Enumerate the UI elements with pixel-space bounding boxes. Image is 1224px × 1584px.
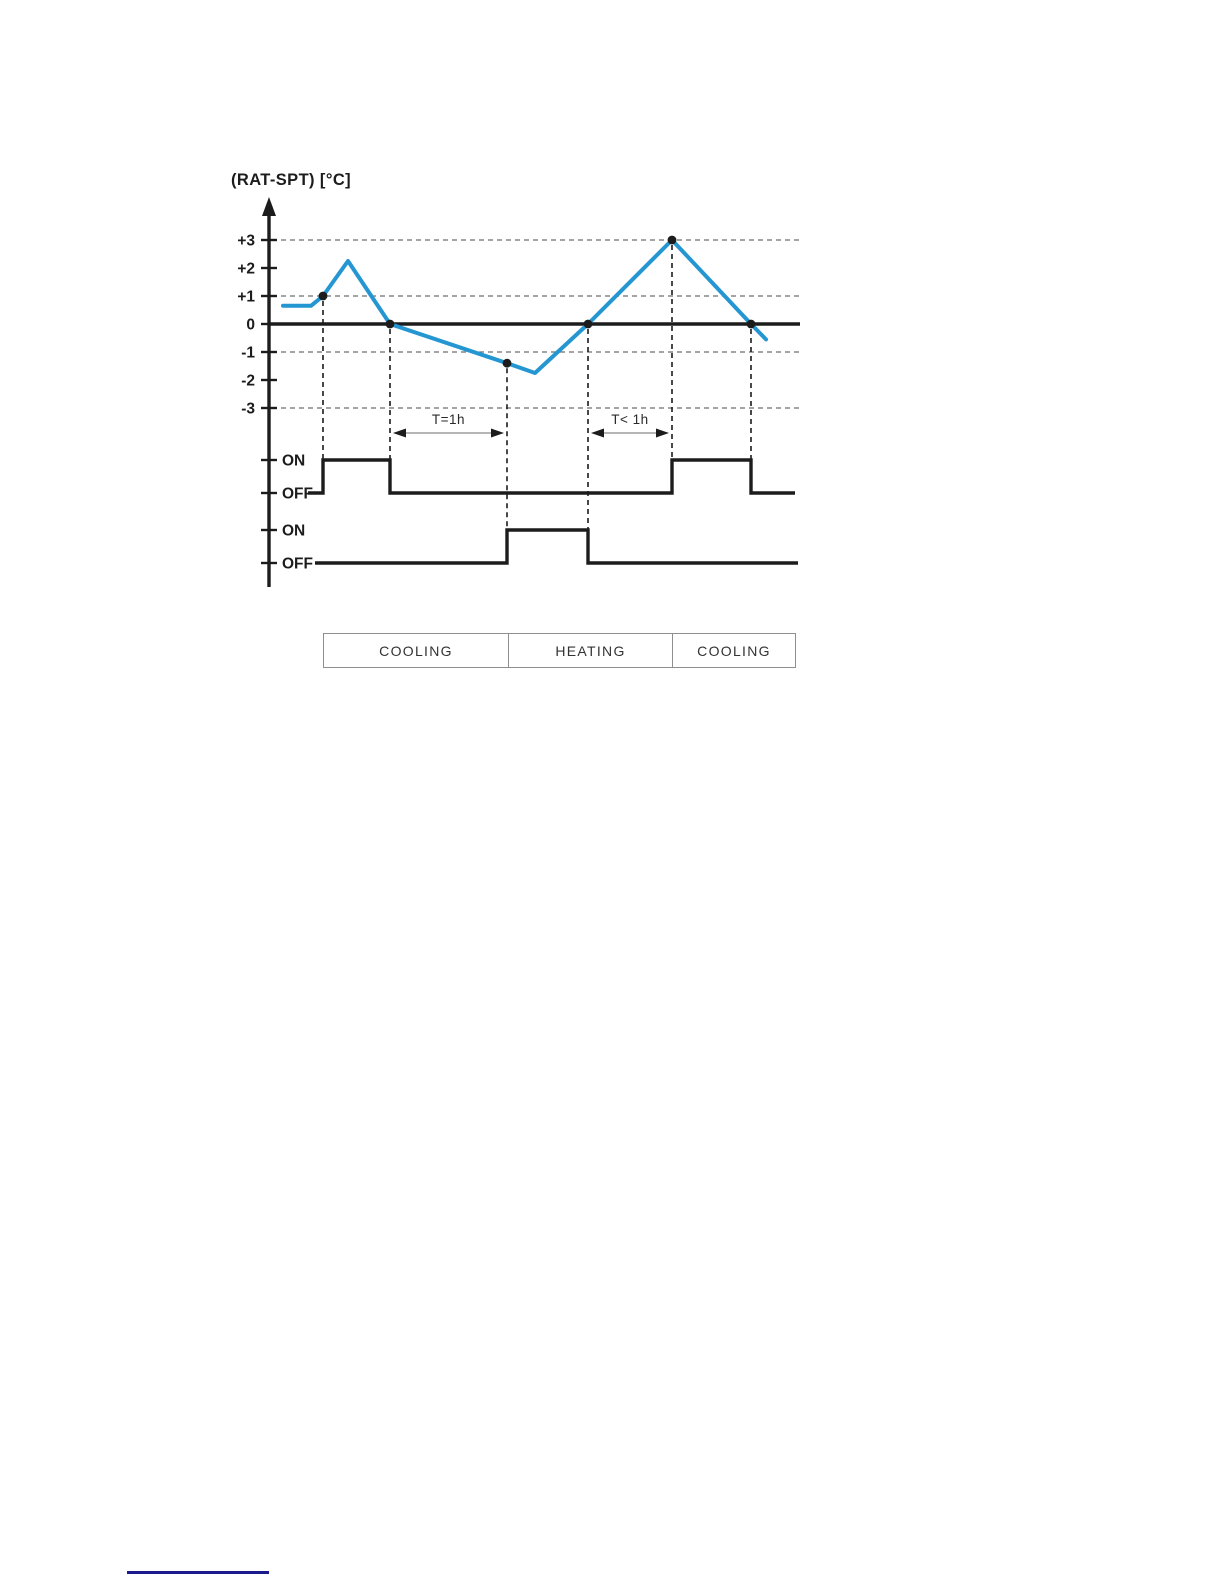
mode-label-cooling-1: COOLING	[379, 642, 453, 659]
temperature-curve	[281, 238, 768, 375]
duration-label: T=1h	[432, 412, 465, 427]
data-point-dot	[318, 291, 328, 301]
cooling-output-on-label: ON	[282, 453, 305, 470]
duration-label: T< 1h	[611, 412, 648, 427]
duration-arrowhead-right	[656, 428, 669, 438]
mode-cell-heating: HEATING	[509, 634, 673, 667]
mode-strip: COOLING HEATING COOLING	[323, 633, 796, 668]
cooling-output-trace	[308, 458, 795, 495]
y-tick-label: -3	[241, 401, 255, 418]
heating-output-off-label: OFF	[282, 556, 313, 573]
data-point-dot	[502, 358, 512, 368]
heating-output-trace	[315, 528, 798, 565]
mode-label-cooling-2: COOLING	[697, 642, 771, 659]
y-axis-title: (RAT-SPT) [°C]	[231, 171, 352, 189]
heating-output-on-label: ON	[282, 523, 305, 540]
duration-arrowhead-left	[591, 428, 604, 438]
data-point-dot	[746, 319, 756, 329]
y-tick-label: +3	[237, 233, 255, 250]
y-tick-label: -1	[241, 345, 255, 362]
data-point-dot	[667, 235, 677, 245]
cooling-output-off-label: OFF	[282, 486, 313, 503]
mode-cell-cooling-1: COOLING	[324, 634, 509, 667]
mode-cell-cooling-2: COOLING	[673, 634, 795, 667]
y-axis-arrowhead	[262, 197, 276, 216]
footnote-rule	[127, 1571, 269, 1574]
duration-arrowhead-left	[393, 428, 406, 438]
mode-label-heating: HEATING	[555, 642, 626, 659]
y-tick-label: 0	[246, 317, 255, 334]
duration-arrowhead-right	[491, 428, 504, 438]
y-tick-label: +2	[237, 261, 255, 278]
data-point-dot	[385, 319, 395, 329]
y-tick-label: -2	[241, 373, 255, 390]
data-point-dot	[583, 319, 593, 329]
y-tick-label: +1	[237, 289, 255, 306]
